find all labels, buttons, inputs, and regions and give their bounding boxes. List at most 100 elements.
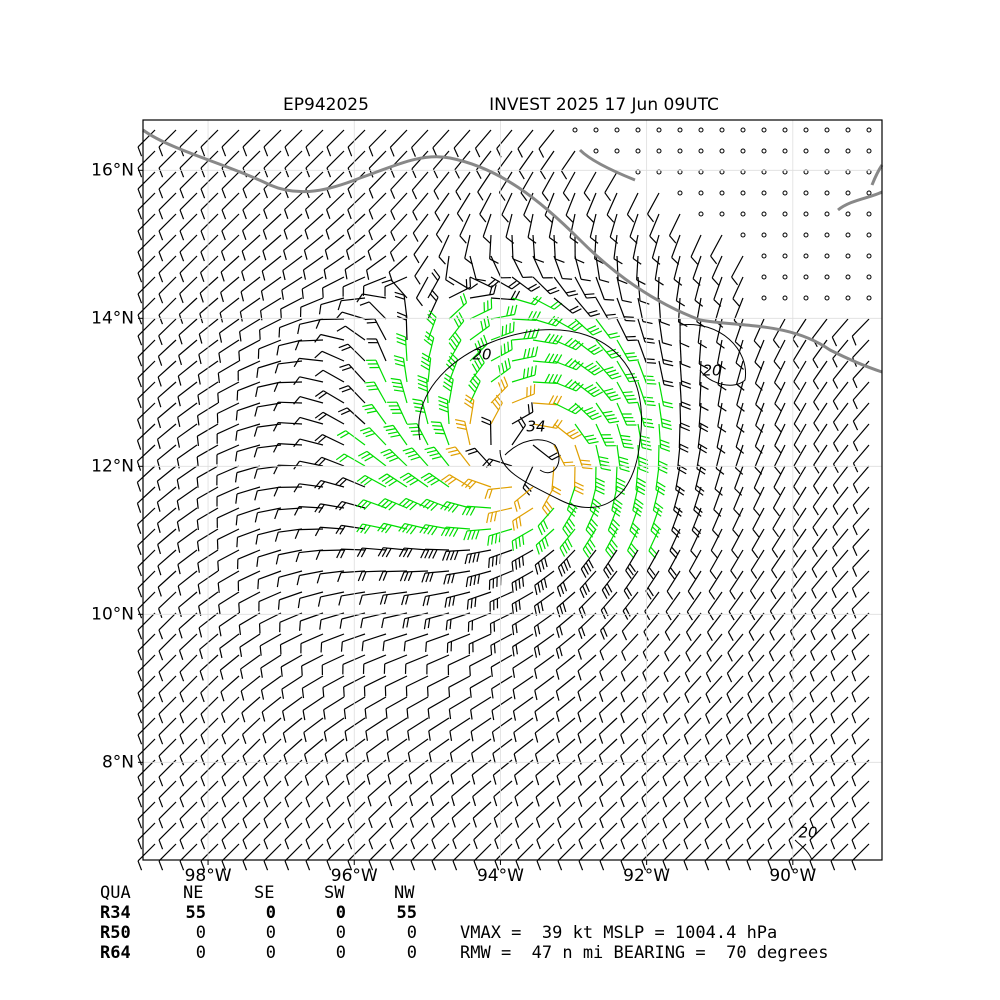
- barb-feather: [697, 464, 707, 471]
- barb-shaft: [426, 633, 450, 643]
- barb-feather: [770, 590, 777, 600]
- barb-feather: [390, 210, 396, 221]
- barb-shaft: [788, 696, 807, 715]
- y-tick-label: 10°N: [91, 604, 134, 624]
- barb-feather: [368, 860, 374, 871]
- barb-feather: [746, 797, 752, 808]
- barb-feather: [736, 425, 745, 433]
- barb-shaft: [629, 213, 639, 237]
- barb-feather: [428, 730, 431, 741]
- barb-shaft: [534, 675, 555, 691]
- barb-shaft: [727, 612, 744, 633]
- barb-feather: [607, 562, 614, 572]
- barb-feather: [746, 776, 752, 787]
- barb-shaft: [346, 234, 366, 251]
- barb-feather: [366, 321, 377, 324]
- barb-feather: [646, 382, 657, 385]
- barb-feather: [697, 447, 707, 454]
- barb-shaft: [774, 402, 786, 426]
- barb-feather: [586, 409, 596, 415]
- barb-shaft: [599, 675, 618, 693]
- barb-feather: [627, 376, 637, 379]
- barb-shaft: [490, 349, 513, 362]
- barb-feather: [468, 553, 472, 564]
- barb-feather: [278, 327, 281, 338]
- barb-feather: [735, 467, 744, 475]
- barb-shaft: [217, 570, 240, 584]
- barb-shaft: [852, 549, 870, 568]
- barb-feather: [424, 446, 435, 451]
- barb-feather: [572, 382, 581, 390]
- barb-feather: [690, 550, 698, 559]
- barb-shaft: [752, 507, 765, 530]
- barb-feather: [263, 797, 269, 808]
- barb-shaft: [178, 318, 198, 336]
- barb-feather: [537, 624, 541, 635]
- barb-shaft: [704, 843, 723, 862]
- barb-feather: [272, 422, 279, 432]
- barb-shaft: [236, 423, 261, 432]
- barb-feather: [571, 322, 580, 330]
- barb-feather: [390, 189, 396, 199]
- barb-feather: [620, 755, 625, 766]
- barb-feather: [832, 421, 839, 432]
- barb-shaft: [705, 696, 723, 715]
- barb-feather: [788, 755, 794, 766]
- barb-feather: [427, 618, 431, 629]
- barb-feather: [344, 269, 348, 280]
- barb-shaft: [851, 570, 870, 589]
- barb-shaft: [768, 633, 786, 653]
- barb-feather: [512, 321, 515, 332]
- barb-shaft: [176, 444, 198, 460]
- barb-shaft: [473, 822, 492, 841]
- barb-feather: [482, 236, 491, 244]
- barb-feather: [419, 524, 426, 534]
- barb-shaft: [305, 843, 324, 862]
- barb-feather: [407, 571, 413, 582]
- barb-shaft: [793, 402, 807, 425]
- barb-feather: [385, 548, 392, 558]
- barb-feather: [773, 486, 781, 496]
- barb-feather: [178, 607, 182, 618]
- barb-feather: [442, 385, 452, 392]
- barb-feather: [662, 401, 673, 405]
- barb-shaft: [242, 843, 261, 862]
- barb-feather: [293, 483, 300, 493]
- barb-shaft: [177, 507, 198, 523]
- barb-feather: [788, 818, 794, 829]
- barb-shaft: [282, 255, 303, 271]
- barb-feather: [452, 860, 458, 871]
- barb-feather: [505, 324, 508, 335]
- barb-feather: [683, 797, 689, 808]
- barb-shaft: [830, 654, 849, 673]
- calm-marker: [656, 127, 662, 133]
- calm-marker: [782, 148, 788, 154]
- barb-shaft: [726, 654, 744, 674]
- barb-feather: [444, 476, 454, 483]
- barb-shaft: [736, 381, 744, 406]
- calm-marker: [740, 148, 746, 154]
- barb-feather: [482, 458, 490, 467]
- barb-shaft: [321, 654, 345, 666]
- barb-feather: [316, 573, 321, 584]
- barb-feather: [620, 776, 625, 787]
- barb-feather: [594, 369, 604, 376]
- barb-shaft: [812, 318, 828, 339]
- barb-feather: [513, 304, 518, 315]
- barb-feather: [548, 334, 555, 343]
- calm-marker: [593, 127, 599, 133]
- barb-shaft: [242, 192, 261, 211]
- barb-feather: [274, 532, 279, 542]
- barb-shaft: [176, 465, 198, 481]
- barb-feather: [461, 505, 468, 516]
- barb-feather: [137, 860, 143, 871]
- barb-feather: [627, 566, 634, 576]
- barb-feather: [426, 501, 435, 510]
- barb-feather: [587, 386, 597, 393]
- barb-feather: [704, 755, 710, 766]
- barb-shaft: [385, 675, 408, 687]
- calm-marker: [761, 211, 767, 217]
- barb-feather: [610, 335, 621, 339]
- barb-feather: [559, 625, 563, 636]
- barb-shaft: [177, 402, 198, 418]
